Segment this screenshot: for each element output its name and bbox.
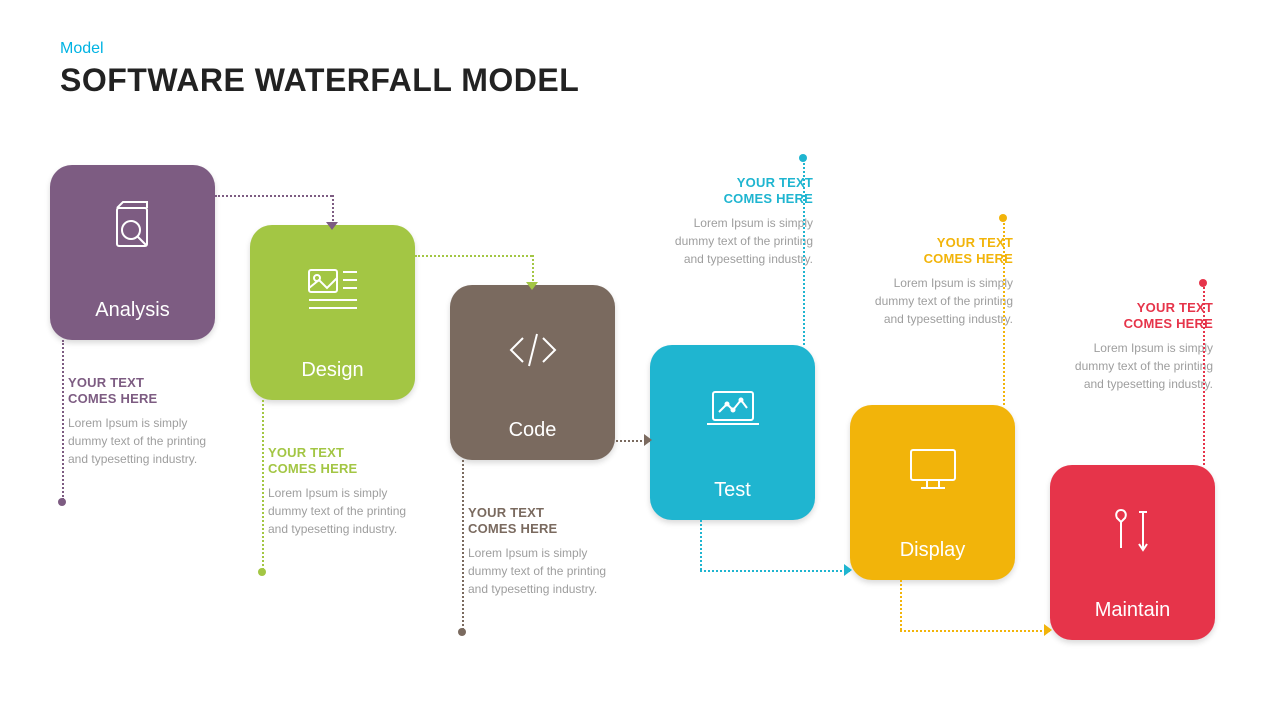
connector [700,570,850,572]
connector [415,255,532,257]
analysis-icon [98,195,168,265]
callout-maintain: YOUR TEXTCOMES HERE Lorem Ipsum is simply… [1058,300,1213,393]
callout-body: Lorem Ipsum is simply dummy text of the … [658,214,813,268]
stage-label: Code [509,419,557,442]
lead-dot [58,498,66,506]
lead-line [803,158,805,345]
display-icon [898,435,968,505]
test-icon [698,375,768,445]
subtitle: Model [60,40,104,58]
design-icon [298,255,368,325]
callout-caption: YOUR TEXTCOMES HERE [658,175,813,208]
callout-code: YOUR TEXTCOMES HERE Lorem Ipsum is simply… [468,505,623,598]
callout-test: YOUR TEXTCOMES HERE Lorem Ipsum is simply… [658,175,813,268]
stage-code: Code [450,285,615,460]
stage-label: Test [714,479,751,502]
connector [532,255,534,285]
lead-line [1203,283,1205,465]
callout-caption: YOUR TEXTCOMES HERE [858,235,1013,268]
code-icon [498,315,568,385]
stage-display: Display [850,405,1015,580]
callout-analysis: YOUR TEXTCOMES HERE Lorem Ipsum is simply… [68,375,223,468]
callout-body: Lorem Ipsum is simply dummy text of the … [268,484,423,538]
stage-label: Display [900,539,966,562]
connector [332,195,334,225]
stage-design: Design [250,225,415,400]
stage-maintain: Maintain [1050,465,1215,640]
arrow-icon [326,222,338,230]
arrow-icon [526,282,538,290]
callout-design: YOUR TEXTCOMES HERE Lorem Ipsum is simply… [268,445,423,538]
lead-line [1003,218,1005,405]
stage-label: Maintain [1095,599,1171,622]
stage-label: Design [301,359,363,382]
connector [575,440,650,442]
connector [575,290,577,440]
arrow-icon [644,434,652,446]
maintain-icon [1098,495,1168,565]
callout-caption: YOUR TEXTCOMES HERE [1058,300,1213,333]
lead-dot [1199,279,1207,287]
connector [900,630,1050,632]
lead-dot [458,628,466,636]
lead-line [62,340,64,500]
callout-body: Lorem Ipsum is simply dummy text of the … [858,274,1013,328]
stage-test: Test [650,345,815,520]
lead-dot [799,154,807,162]
connector [215,195,332,197]
lead-line [262,400,264,570]
connector [700,520,702,570]
arrow-icon [1044,624,1052,636]
page-title: SOFTWARE WATERFALL MODEL [60,62,579,99]
callout-caption: YOUR TEXTCOMES HERE [268,445,423,478]
callout-body: Lorem Ipsum is simply dummy text of the … [468,544,623,598]
connector [900,580,902,630]
lead-line [462,460,464,630]
callout-body: Lorem Ipsum is simply dummy text of the … [68,414,223,468]
lead-dot [999,214,1007,222]
stage-analysis: Analysis [50,165,215,340]
callout-body: Lorem Ipsum is simply dummy text of the … [1058,339,1213,393]
callout-display: YOUR TEXTCOMES HERE Lorem Ipsum is simply… [858,235,1013,328]
callout-caption: YOUR TEXTCOMES HERE [68,375,223,408]
arrow-icon [844,564,852,576]
callout-caption: YOUR TEXTCOMES HERE [468,505,623,538]
stage-label: Analysis [95,299,169,322]
lead-dot [258,568,266,576]
